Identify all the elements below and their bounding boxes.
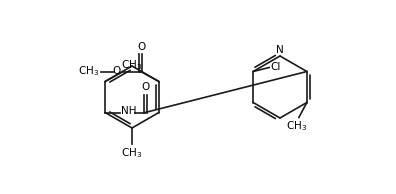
Text: N: N (276, 45, 284, 55)
Text: NH: NH (121, 107, 137, 117)
Text: CH$_3$: CH$_3$ (121, 58, 143, 72)
Text: O: O (141, 82, 149, 93)
Text: CH$_3$: CH$_3$ (78, 65, 99, 78)
Text: CH$_3$: CH$_3$ (286, 120, 307, 133)
Text: CH$_3$: CH$_3$ (122, 146, 143, 160)
Text: O: O (112, 67, 121, 76)
Text: O: O (138, 42, 146, 51)
Text: Cl: Cl (270, 61, 280, 72)
